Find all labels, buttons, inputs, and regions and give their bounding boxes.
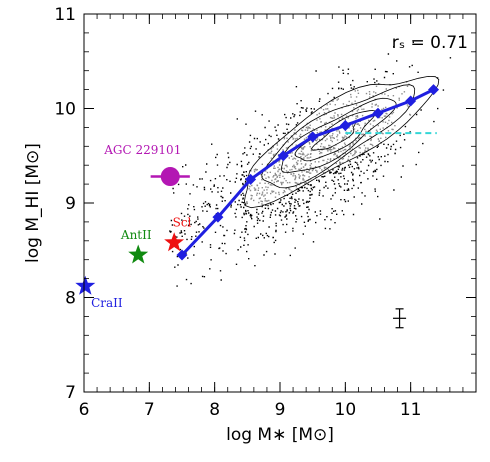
trend-point xyxy=(245,173,257,185)
trend-point xyxy=(307,131,319,143)
x-tick-label: 9 xyxy=(275,400,286,420)
scl-label: Scl xyxy=(173,216,192,230)
y-tick-label: 8 xyxy=(65,289,76,309)
trend-series xyxy=(176,84,440,261)
agc-229101-label: AGC 229101 xyxy=(103,143,181,157)
antii-label: AntII xyxy=(120,228,152,242)
trend-point xyxy=(277,150,289,162)
x-axis-label: log M∗ [M⊙] xyxy=(226,425,334,445)
antii-marker xyxy=(128,244,149,264)
x-tick-label: 11 xyxy=(400,400,422,420)
x-tick-label: 7 xyxy=(144,400,155,420)
craii-marker xyxy=(75,275,96,295)
trend-point xyxy=(212,211,224,223)
contour-3 xyxy=(294,110,377,162)
annotated-galaxies: AGC 229101 Scl AntII CraII xyxy=(75,143,192,310)
trend-point xyxy=(428,84,440,96)
y-tick-label: 10 xyxy=(54,100,76,120)
y-axis-label: log M_HI [M⊙] xyxy=(23,143,43,263)
x-tick-label: 10 xyxy=(335,400,357,420)
trend-point xyxy=(176,249,188,261)
trend-point xyxy=(372,107,384,119)
trend-point xyxy=(339,120,351,132)
contour-1 xyxy=(261,84,416,189)
x-tick-label: 8 xyxy=(209,400,220,420)
correlation-statistic: rₛ = 0.71 xyxy=(392,33,468,53)
y-tick-label: 7 xyxy=(65,383,76,403)
craii-label: CraII xyxy=(91,296,123,310)
density-contours xyxy=(243,75,440,209)
typical-error-bar xyxy=(393,308,407,329)
y-tick-label: 9 xyxy=(65,194,76,214)
scl-marker xyxy=(164,232,185,252)
trend-point xyxy=(405,95,417,107)
agc-229101-marker xyxy=(160,167,180,187)
contour-0 xyxy=(243,75,440,209)
y-tick-label: 11 xyxy=(54,5,76,25)
x-tick-label: 6 xyxy=(79,400,90,420)
